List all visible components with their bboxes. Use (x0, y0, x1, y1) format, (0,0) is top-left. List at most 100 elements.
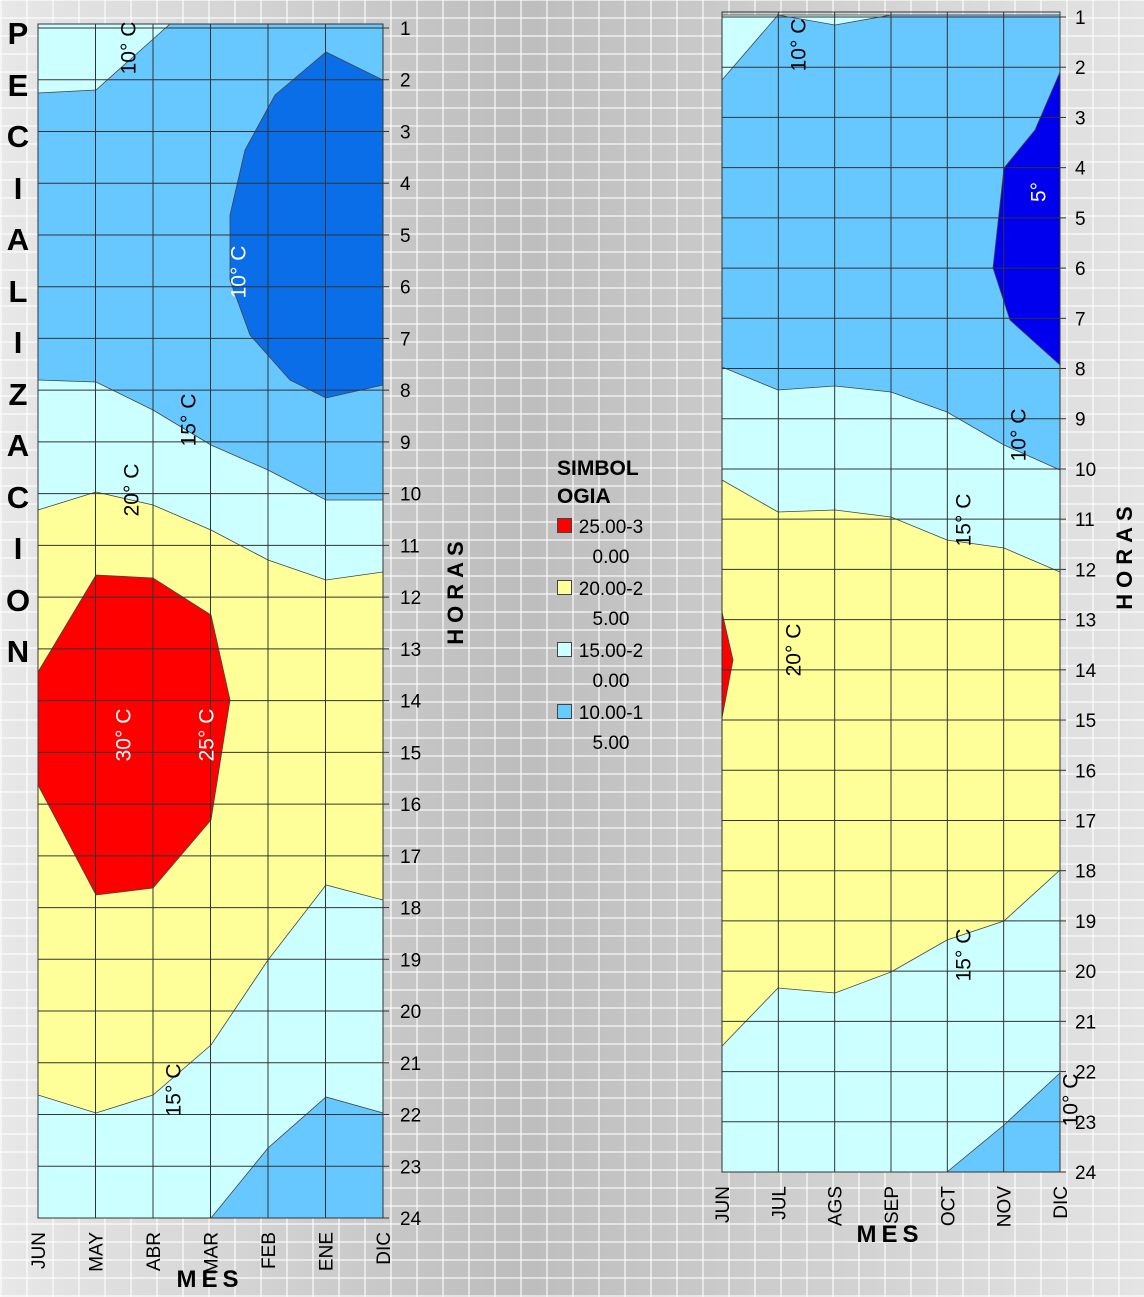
x-tick-label: DIC (1051, 1186, 1072, 1219)
y-tick-label: 16 (1075, 761, 1096, 782)
x-tick-label: MAR (202, 1232, 223, 1274)
isotherm-label: 5° (1028, 182, 1051, 202)
y-axis-title: HORAS (1112, 500, 1137, 609)
y-tick-label: 2 (400, 71, 411, 92)
x-tick-label: JUL (769, 1186, 790, 1220)
y-tick-label: 17 (400, 847, 421, 868)
y-tick-label: 5 (400, 226, 411, 247)
x-tick-label: MAY (87, 1232, 108, 1272)
y-tick-label: 6 (1075, 259, 1086, 280)
x-tick-label: FEB (259, 1232, 280, 1269)
isotherm-label: 15° C (163, 1064, 186, 1117)
isotherm-label: 10° C (228, 246, 251, 299)
legend-swatch (557, 580, 572, 595)
legend-label: 15.00-20.00 (578, 641, 644, 692)
legend-swatch (557, 518, 572, 533)
y-tick-label: 22 (1075, 1063, 1096, 1084)
y-tick-label: 21 (400, 1054, 421, 1075)
isotherm-label: 25° C (196, 709, 219, 762)
y-tick-label: 13 (1075, 611, 1096, 632)
x-tick-label: NOV (995, 1186, 1016, 1228)
annotations: 10° C 10° C 15° C 20° C 30° C 25° C 15° … (113, 19, 1083, 1127)
y-tick-label: 12 (1075, 560, 1096, 581)
y-tick-label: 4 (1075, 159, 1086, 180)
y-tick-label: 23 (400, 1157, 421, 1178)
y-tick-label: 19 (400, 950, 421, 971)
x-tick-label: OCT (938, 1186, 959, 1227)
x-tick-label: AGS (826, 1186, 847, 1226)
legend-label: 10.00-15.00 (578, 703, 644, 754)
y-tick-label: 24 (400, 1209, 422, 1230)
y-tick-label: 20 (1075, 962, 1096, 983)
y-tick-label: 10 (1075, 460, 1096, 481)
y-tick-label: 18 (400, 899, 421, 920)
x-axis-title: MES (176, 1266, 243, 1293)
y-tick-label: 12 (400, 588, 421, 609)
y-tick-label: 7 (400, 329, 411, 350)
y-tick-label: 21 (1075, 1012, 1096, 1033)
y-tick-label: 24 (1075, 1163, 1097, 1184)
plot-border (721, 11, 1061, 1173)
y-tick-label: 15 (1075, 711, 1096, 732)
y-tick-label: 2 (1075, 58, 1086, 79)
legend-item: 15.00-20.00 (557, 637, 667, 697)
isotherm-label: 20° C (121, 464, 144, 517)
contour-region (37, 574, 231, 896)
y-tick-label: 9 (1075, 410, 1086, 431)
legend-items: 25.00-30.00 20.00-25.00 15.00-20.00 10.00-1… (557, 513, 667, 759)
y-tick-label: 3 (400, 122, 411, 143)
isotherm-label: 10° C (1060, 1074, 1083, 1127)
isotherm-label: 10° C (1008, 409, 1031, 462)
y-axis-title: HORAS (443, 535, 468, 644)
y-tick-label: 1 (400, 19, 411, 40)
side-title: PECIALIZACION (6, 16, 31, 669)
y-tick-label: 9 (400, 433, 411, 454)
y-tick-label: 5 (1075, 209, 1086, 230)
legend-swatch (557, 642, 572, 657)
isotherm-label: 20° C (783, 624, 806, 677)
y-tick-label: 13 (400, 640, 421, 661)
legend-item: 10.00-15.00 (557, 699, 667, 759)
y-tick-label: 20 (400, 1002, 421, 1023)
y-tick-label: 17 (1075, 811, 1096, 832)
y-tick-label: 7 (1075, 309, 1086, 330)
y-tick-label: 1 (1075, 8, 1086, 29)
legend: SIMBOLOGIA 25.00-30.00 20.00-25.00 15.00-2… (557, 455, 667, 759)
legend-label: 20.00-25.00 (578, 579, 644, 630)
x-tick-label: JUN (713, 1186, 734, 1223)
legend-swatch (557, 704, 572, 719)
y-tick-label: 10 (400, 485, 421, 506)
x-tick-label: JUN (29, 1232, 50, 1269)
y-tick-label: 19 (1075, 912, 1096, 933)
y-tick-label: 14 (1075, 661, 1097, 682)
y-tick-label: 14 (400, 692, 422, 713)
y-tick-label: 3 (1075, 108, 1086, 129)
x-axis-title: MES (856, 1221, 923, 1248)
y-tick-label: 8 (400, 381, 411, 402)
y-tick-label: 11 (1075, 510, 1095, 531)
x-tick-label: DIC (374, 1232, 395, 1265)
y-tick-label: 11 (400, 536, 420, 557)
y-tick-label: 8 (1075, 360, 1086, 381)
y-tick-label: 15 (400, 743, 421, 764)
y-tick-label: 16 (400, 795, 421, 816)
legend-item: 25.00-30.00 (557, 513, 667, 573)
legend-item: 20.00-25.00 (557, 575, 667, 635)
y-tick-label: 23 (1075, 1113, 1096, 1134)
isotherm-label: 15° C (953, 929, 976, 982)
y-tick-label: 6 (400, 278, 411, 299)
grid: 123456789101112131415161718192021222324J… (29, 8, 1137, 1293)
x-tick-label: ABR (144, 1232, 165, 1271)
legend-title: SIMBOLOGIA (557, 457, 639, 508)
y-tick-label: 18 (1075, 862, 1096, 883)
isotherm-label: 15° C (178, 394, 201, 447)
isotherm-label: 10° C (788, 19, 811, 72)
isotherm-label: 10° C (118, 22, 141, 75)
y-tick-label: 4 (400, 174, 411, 195)
x-tick-label: SEP (882, 1186, 903, 1224)
legend-label: 25.00-30.00 (578, 517, 644, 568)
plot-border (37, 23, 384, 1219)
x-tick-label: ENE (317, 1232, 338, 1271)
